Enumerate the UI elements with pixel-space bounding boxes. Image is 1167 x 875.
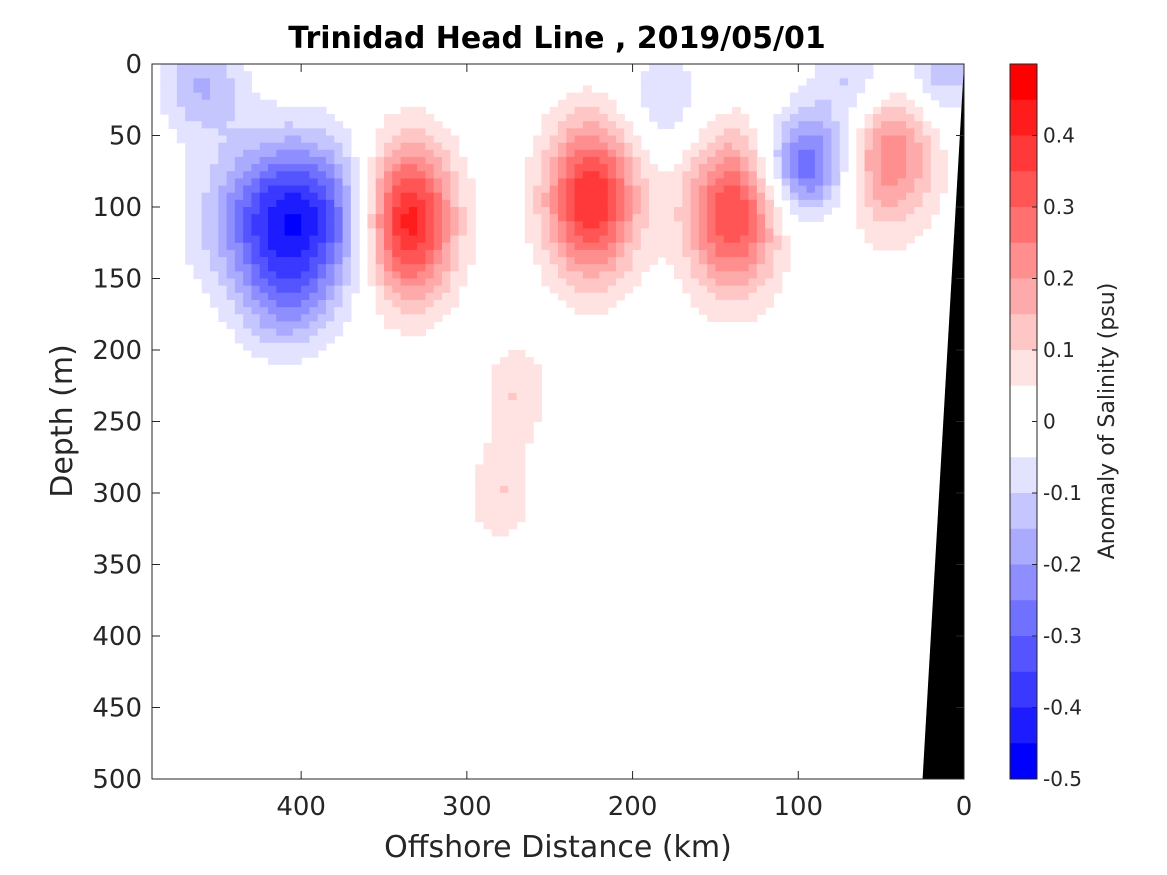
- colorbar-bin: [1010, 421, 1037, 458]
- colorbar-bin: [1010, 64, 1037, 101]
- y-tick-label: 50: [109, 122, 142, 152]
- y-tick-label: 300: [92, 479, 142, 509]
- bathymetry-shape: [922, 64, 964, 779]
- colorbar-tick-label: 0.1: [1043, 338, 1075, 362]
- colorbar-bin: [1010, 350, 1037, 387]
- colorbar-bin: [1010, 278, 1037, 315]
- colorbar-tick-label: 0.2: [1043, 267, 1075, 291]
- x-axis: 400 300 200 100 0: [276, 64, 972, 822]
- plot-area: [152, 64, 964, 779]
- y-axis: 0 50 100 150 200 250 300 350 400 450 500: [92, 50, 964, 795]
- y-tick-label: 450: [92, 694, 142, 724]
- colorbar-tick-label: -0.3: [1043, 624, 1082, 648]
- x-tick-label: 400: [276, 792, 326, 822]
- colorbar-tick-label: 0.3: [1043, 195, 1075, 219]
- y-tick-label: 400: [92, 622, 142, 652]
- colorbar-bin: [1010, 528, 1037, 565]
- y-tick-label: 500: [92, 765, 142, 795]
- colorbar-bin: [1010, 135, 1037, 172]
- y-tick-label: 350: [92, 551, 142, 581]
- colorbar-tick-label: -0.2: [1043, 553, 1082, 577]
- colorbar-bin: [1010, 207, 1037, 244]
- colorbar-label: Anomaly of Salinity (psu): [1095, 283, 1120, 560]
- y-tick-label: 250: [92, 408, 142, 438]
- colorbar-bin: [1010, 707, 1037, 744]
- colorbar-bin: [1010, 242, 1037, 279]
- x-axis-label: Offshore Distance (km): [384, 830, 732, 865]
- colorbar-tick-label: -0.4: [1043, 696, 1082, 720]
- y-tick-label: 100: [92, 193, 142, 223]
- colorbar-bin: [1010, 99, 1037, 136]
- colorbar-bin: [1010, 171, 1037, 208]
- x-tick-label: 300: [442, 792, 492, 822]
- y-tick-label: 200: [92, 336, 142, 366]
- y-tick-label: 0: [125, 50, 142, 80]
- colorbar-bin: [1010, 636, 1037, 673]
- y-axis-label: Depth (m): [45, 344, 80, 498]
- colorbar-tick-label: 0: [1043, 410, 1056, 434]
- colorbar-bin: [1010, 600, 1037, 637]
- colorbar-bin: [1010, 314, 1037, 351]
- chart-title: Trinidad Head Line , 2019/05/01: [288, 21, 825, 56]
- colorbar-bin: [1010, 743, 1037, 780]
- y-tick-label: 150: [92, 265, 142, 295]
- colorbar-bin: [1010, 671, 1037, 708]
- x-tick-label: 200: [608, 792, 658, 822]
- x-tick-label: 100: [773, 792, 823, 822]
- bathymetry-layer: [922, 64, 964, 779]
- colorbar-bin: [1010, 457, 1037, 494]
- colorbar: 0.4 0.3 0.2 0.1 0 -0.1 -0.2 -0.3 -0.4 -0.5: [1009, 63, 1082, 791]
- colorbar-bin: [1010, 493, 1037, 530]
- colorbar-bin: [1010, 564, 1037, 601]
- colorbar-bin: [1010, 385, 1037, 422]
- colorbar-tick-label: -0.5: [1043, 767, 1082, 791]
- colorbar-tick-label: 0.4: [1043, 124, 1075, 148]
- x-tick-label: 0: [956, 792, 973, 822]
- colorbar-tick-label: -0.1: [1043, 481, 1082, 505]
